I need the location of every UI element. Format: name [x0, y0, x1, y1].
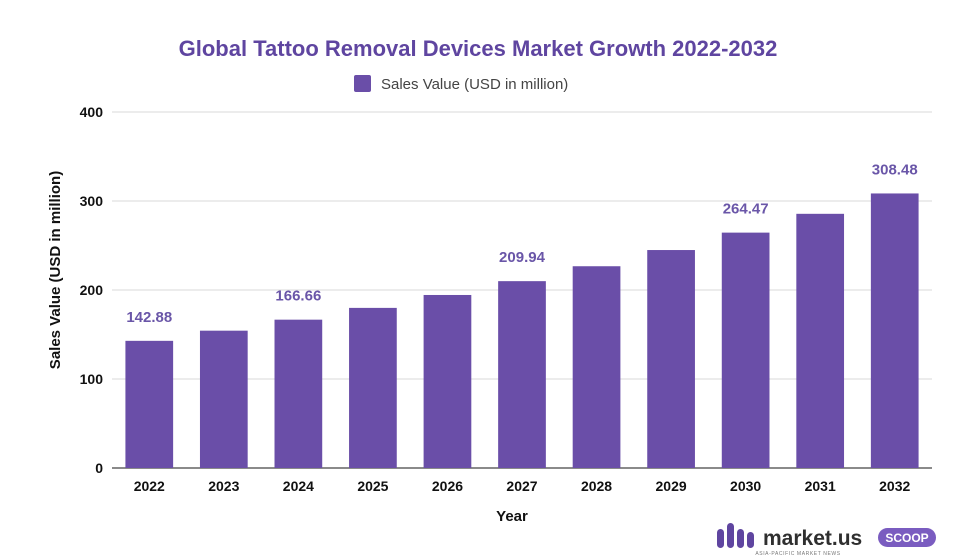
data-label-2027: 209.94: [499, 249, 546, 266]
x-tick-label: 2027: [506, 478, 537, 494]
x-tick-label: 2022: [134, 478, 165, 494]
bar-2028: [572, 266, 621, 468]
x-tick-label: 2030: [730, 478, 761, 494]
brand-logo: market.us SCOOP ASIA-PACIFIC MARKET NEWS: [717, 523, 936, 557]
bar-2026: [423, 294, 472, 468]
data-label-2030: 264.47: [723, 201, 769, 218]
data-label-2022: 142.88: [126, 309, 172, 326]
bar-2024: [274, 319, 323, 468]
x-tick-label: 2024: [283, 478, 314, 494]
y-tick-label: 400: [80, 104, 104, 120]
bar-2029: [647, 250, 695, 468]
y-tick-label: 300: [80, 193, 104, 209]
x-tick-label: 2032: [879, 478, 910, 494]
y-tick-label: 0: [95, 460, 103, 476]
data-label-2032: 308.48: [872, 161, 918, 178]
bar-2032: [870, 193, 919, 468]
market-us-logo-icon: [717, 523, 754, 548]
legend-label: Sales Value (USD in million): [381, 76, 568, 93]
x-tick-label: 2023: [208, 478, 239, 494]
x-tick-label: 2026: [432, 478, 463, 494]
legend: Sales Value (USD in million): [354, 75, 568, 93]
chart-title: Global Tattoo Removal Devices Market Gro…: [179, 36, 778, 61]
x-axis-title: Year: [496, 508, 528, 525]
bar-2022: [125, 340, 174, 468]
brand-tagline: ASIA-PACIFIC MARKET NEWS: [755, 551, 840, 557]
bar-2027: [498, 281, 546, 468]
legend-swatch: [354, 75, 371, 92]
x-tick-label: 2025: [357, 478, 388, 494]
data-labels: 142.88 166.66 209.94 264.47 308.48: [126, 161, 917, 325]
bar-2031: [796, 213, 845, 468]
y-tick-label: 100: [80, 371, 104, 387]
x-tick-label: 2031: [805, 478, 836, 494]
y-axis-title: Sales Value (USD in million): [47, 171, 64, 369]
brand-badge-text: SCOOP: [885, 531, 928, 545]
x-axis-ticks: 2022 2023 2024 2025 2026 2027 2028 2029 2030 2031…: [134, 478, 911, 494]
bar-2030: [721, 232, 770, 468]
brand-badge: [878, 528, 936, 547]
bar-2025: [349, 307, 397, 468]
y-tick-label: 200: [80, 282, 104, 298]
brand-name: market.us: [763, 527, 862, 550]
y-axis-ticks: 0 100 200 300 400: [80, 104, 104, 476]
bars: [125, 193, 919, 468]
x-tick-label: 2028: [581, 478, 612, 494]
bar-2023: [199, 330, 248, 468]
data-label-2024: 166.66: [275, 288, 321, 305]
x-tick-label: 2029: [656, 478, 687, 494]
